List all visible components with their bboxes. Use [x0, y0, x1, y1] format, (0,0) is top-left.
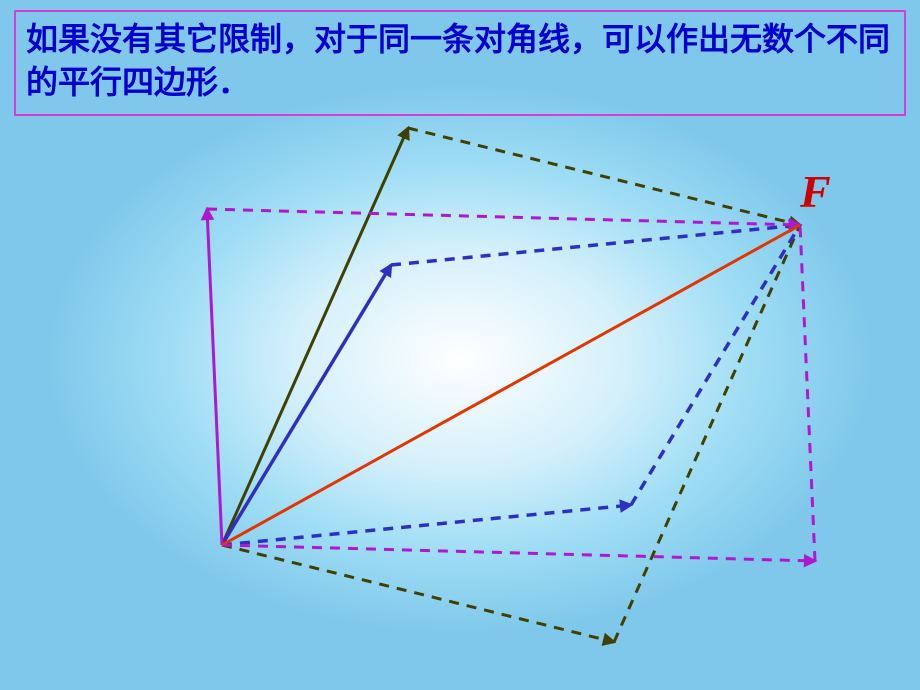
vector-diagram	[0, 0, 920, 690]
